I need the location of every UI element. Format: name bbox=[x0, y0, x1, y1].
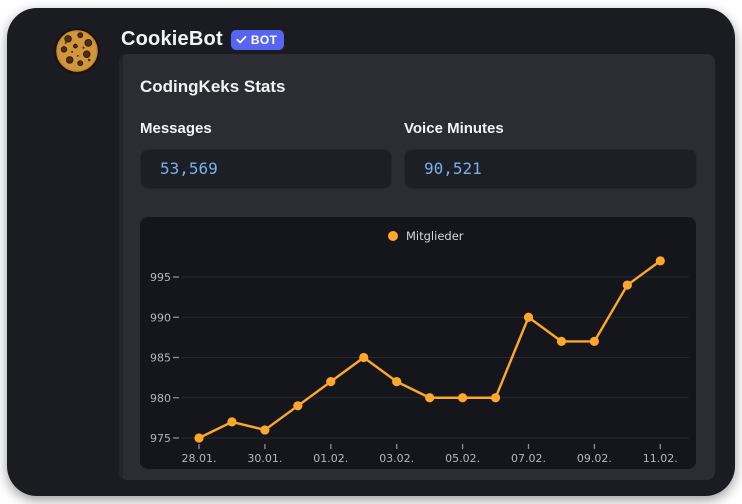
svg-text:03.02.: 03.02. bbox=[379, 452, 414, 465]
legend-dot bbox=[388, 231, 398, 241]
embed-title: CodingKeks Stats bbox=[140, 77, 286, 96]
svg-text:05.02.: 05.02. bbox=[445, 452, 480, 465]
field-voice-minutes-label: Voice Minutes bbox=[404, 120, 504, 137]
svg-text:11.02.: 11.02. bbox=[643, 452, 678, 465]
svg-text:07.02.: 07.02. bbox=[511, 452, 546, 465]
stats-embed: CodingKeks Stats Messages 53,569 Voice M… bbox=[119, 54, 715, 480]
username[interactable]: CookieBot bbox=[121, 28, 223, 50]
members-line-chart[interactable]: 975 980 985 990 995 28.01. 30.01. 01.02. 03.02. 0… bbox=[140, 217, 696, 469]
field-voice-minutes: Voice Minutes 90,521 bbox=[404, 119, 697, 189]
svg-text:09.02.: 09.02. bbox=[577, 452, 612, 465]
message-author-row: CookieBot BOT bbox=[121, 28, 285, 51]
field-voice-minutes-value: 90,521 bbox=[404, 149, 697, 189]
verified-check-icon bbox=[236, 35, 247, 44]
svg-text:975: 975 bbox=[150, 432, 171, 445]
svg-text:01.02.: 01.02. bbox=[313, 452, 348, 465]
axis-labels: 975 980 985 990 995 28.01. 30.01. 01.02. 03.02. 0… bbox=[150, 271, 678, 465]
cookie-avatar[interactable] bbox=[51, 25, 103, 77]
discord-message-card: CookieBot BOT CodingKeks Stats Messages … bbox=[7, 8, 735, 496]
field-messages-label: Messages bbox=[140, 120, 212, 137]
series-Mitglieder bbox=[194, 256, 665, 443]
svg-text:30.01.: 30.01. bbox=[247, 452, 282, 465]
legend-label: Mitglieder bbox=[406, 229, 464, 243]
svg-text:985: 985 bbox=[150, 352, 171, 365]
svg-text:28.01.: 28.01. bbox=[182, 452, 217, 465]
embed-accent-bar bbox=[119, 54, 123, 480]
legend: Mitglieder bbox=[388, 229, 464, 243]
stats-fields-row: Messages 53,569 Voice Minutes 90,521 bbox=[140, 119, 715, 189]
gridlines bbox=[173, 276, 689, 449]
bot-badge-label: BOT bbox=[250, 32, 278, 47]
field-messages: Messages 53,569 bbox=[140, 119, 392, 189]
field-messages-value: 53,569 bbox=[140, 149, 392, 189]
svg-text:980: 980 bbox=[150, 392, 171, 405]
bot-badge: BOT bbox=[230, 29, 285, 50]
svg-text:990: 990 bbox=[150, 311, 171, 324]
svg-text:995: 995 bbox=[150, 271, 171, 284]
